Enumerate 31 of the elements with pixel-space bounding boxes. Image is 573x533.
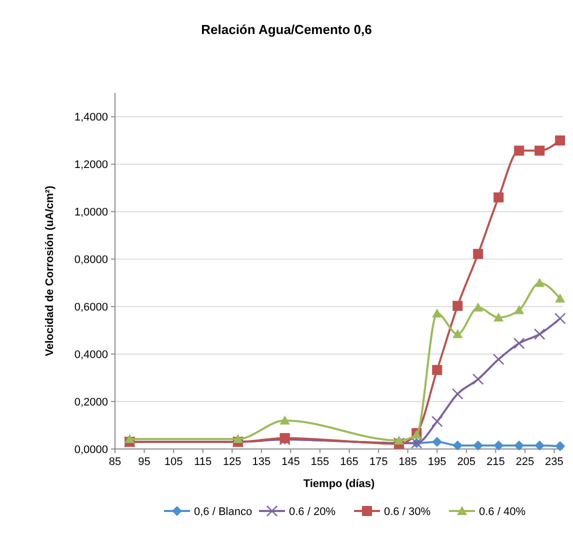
x-tick-label: 225 (516, 456, 534, 468)
legend-label: 0.6 / 30% (384, 506, 431, 518)
chart-title: Relación Agua/Cemento 0,6 (201, 22, 372, 37)
x-tick-label: 235 (545, 456, 564, 468)
y-tick-label: 0,2000 (74, 396, 108, 408)
legend-label: 0,6 / Blanco (194, 506, 252, 518)
x-tick-label: 95 (138, 456, 150, 468)
y-axis-title: Velocidad de Corrosión (uA/cm²) (44, 185, 56, 356)
y-tick-label: 1,0000 (74, 206, 108, 219)
x-tick-label: 175 (369, 456, 388, 468)
x-tick-label: 135 (252, 456, 271, 468)
x-tick-label: 155 (310, 456, 330, 468)
x-tick-label: 115 (194, 456, 212, 468)
x-tick-label: 145 (282, 456, 300, 468)
y-tick-label: 0,8000 (74, 254, 108, 266)
x-tick-label: 205 (457, 456, 476, 468)
x-tick-label: 105 (164, 456, 183, 468)
x-axis-title: Tiempo (días) (303, 478, 375, 490)
x-tick-label: 85 (108, 456, 122, 468)
y-tick-label: 0,4000 (74, 348, 108, 361)
y-tick-label: 1,4000 (74, 112, 108, 124)
x-tick-label: 165 (340, 456, 358, 468)
legend-label: 0.6 / 20% (289, 506, 336, 518)
legend-label: 0.6 / 40% (479, 506, 526, 518)
x-tick-label: 185 (398, 456, 417, 468)
y-tick-label: 1,2000 (74, 159, 108, 172)
x-tick-label: 215 (486, 456, 505, 468)
x-tick-label: 195 (428, 456, 446, 468)
x-tick-label: 125 (222, 456, 242, 468)
y-tick-label: 0,0000 (74, 444, 108, 456)
y-tick-label: 0,6000 (74, 301, 108, 314)
